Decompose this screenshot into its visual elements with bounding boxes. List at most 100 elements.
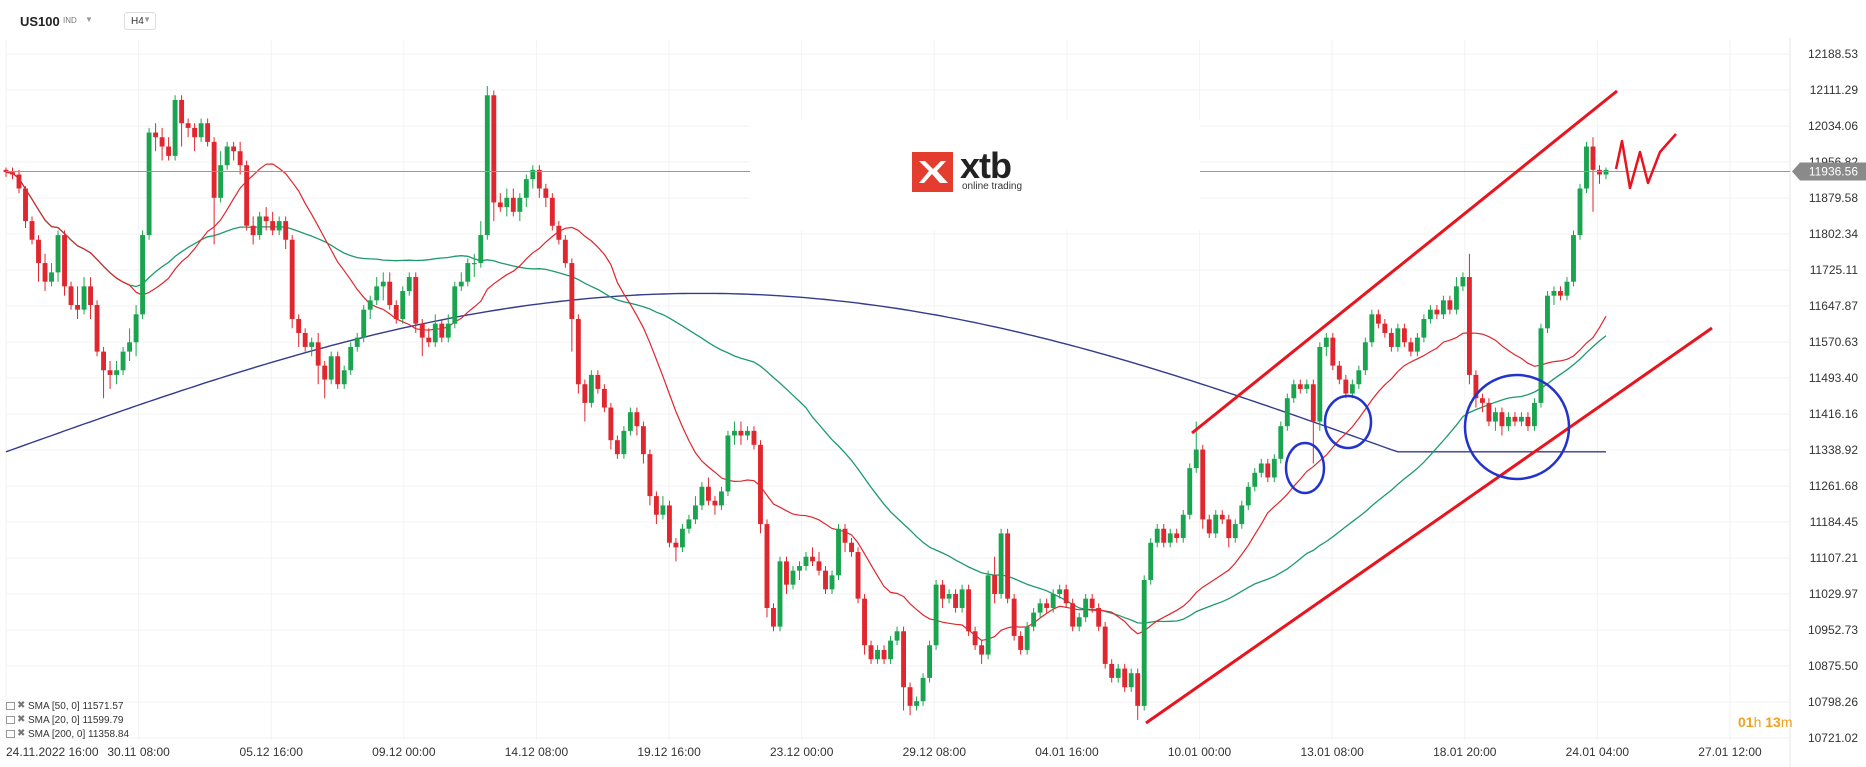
candle <box>699 482 705 511</box>
candle-body <box>328 356 334 380</box>
candle-body <box>1492 412 1498 422</box>
y-tick-label: 12188.53 <box>1808 47 1858 61</box>
candle <box>953 589 959 613</box>
candle-body <box>679 528 685 548</box>
candle <box>1128 668 1134 692</box>
candle <box>569 258 575 352</box>
candle-body <box>601 388 607 408</box>
candle-body <box>1538 328 1544 403</box>
x-tick-label: 10.01 00:00 <box>1168 745 1232 759</box>
candle-body <box>771 607 776 627</box>
candle <box>302 328 308 352</box>
candle <box>341 365 347 389</box>
candle <box>237 141 243 175</box>
candle <box>42 253 48 292</box>
candle-body <box>933 584 939 646</box>
settings-icon[interactable] <box>6 716 15 724</box>
candle-body <box>875 649 880 660</box>
chevron-down-icon: ▼ <box>143 15 151 24</box>
candle-body <box>1532 402 1537 427</box>
legend-sma50[interactable]: ✖ SMA [50, 0] 11571.57 <box>6 700 129 714</box>
candle-body <box>998 533 1004 594</box>
candle-body <box>862 598 867 646</box>
candle-body <box>166 146 172 156</box>
close-icon[interactable]: ✖ <box>17 714 26 725</box>
y-tick-label: 12034.06 <box>1808 119 1858 133</box>
candle-body <box>803 556 809 567</box>
timeframe-selector[interactable]: H4 ▼ <box>124 12 156 30</box>
candle-body <box>614 440 620 455</box>
y-tick-label: 10798.26 <box>1808 695 1858 709</box>
candle-body <box>1434 309 1440 315</box>
candle-body <box>1291 384 1297 399</box>
symbol-label[interactable]: US100 <box>20 14 60 29</box>
candle-body <box>1245 486 1251 506</box>
candle-body <box>68 286 74 306</box>
candle <box>1063 584 1069 608</box>
candle <box>1135 668 1141 720</box>
candle-body <box>556 225 562 240</box>
candle-body <box>758 444 763 525</box>
candle <box>309 337 315 357</box>
candle <box>907 682 913 716</box>
candle-body <box>816 561 822 571</box>
candle-body <box>634 412 640 427</box>
candle <box>1226 514 1232 548</box>
legend-sma200[interactable]: ✖ SMA [200, 0] 11358.84 <box>6 728 129 742</box>
candle <box>497 193 503 212</box>
candle <box>758 440 763 534</box>
candle-body <box>764 524 770 608</box>
candle-body <box>140 235 146 315</box>
highlight-circle <box>1284 441 1326 495</box>
candle-body <box>1076 617 1082 627</box>
candle-body <box>1206 519 1212 534</box>
candle <box>1258 458 1264 478</box>
candle <box>218 151 224 203</box>
candle <box>992 556 998 604</box>
candle-body <box>1011 598 1017 636</box>
candle <box>1466 253 1472 385</box>
candle <box>1076 612 1082 632</box>
candle-body <box>888 640 893 660</box>
candle-body <box>1440 300 1446 315</box>
candle-body <box>231 146 237 152</box>
candle <box>901 626 906 711</box>
candle <box>185 118 191 138</box>
logo-tagline: online trading <box>962 181 1023 192</box>
candle-body <box>1070 603 1076 627</box>
settings-icon[interactable] <box>6 702 15 710</box>
candle-body <box>23 188 28 222</box>
candle <box>179 95 185 147</box>
y-tick-label: 11879.58 <box>1809 191 1858 205</box>
candle-body <box>582 384 588 403</box>
close-icon[interactable]: ✖ <box>17 728 26 739</box>
timer-minutes-unit: m <box>1780 714 1793 730</box>
candle <box>751 426 757 450</box>
candle <box>1519 412 1524 427</box>
candle-body <box>387 281 393 306</box>
candle-body <box>829 575 835 590</box>
candle <box>1252 468 1258 492</box>
candle-body <box>224 146 230 166</box>
candle-body <box>1388 332 1394 347</box>
settings-icon[interactable] <box>6 730 15 738</box>
x-tick-label: 04.01 16:00 <box>1035 745 1099 759</box>
legend-sma20[interactable]: ✖ SMA [20, 0] 11599.79 <box>6 714 129 728</box>
candle-body <box>445 323 451 338</box>
y-tick-label: 11725.11 <box>1810 263 1859 277</box>
candle <box>966 584 972 636</box>
candle <box>1382 318 1388 338</box>
close-icon[interactable]: ✖ <box>17 700 26 711</box>
candle-body <box>523 179 529 198</box>
candle-body <box>1453 286 1459 310</box>
x-tick-label: 14.12 08:00 <box>505 745 569 759</box>
candle <box>920 673 926 706</box>
candle-body <box>920 677 926 702</box>
candle <box>10 167 15 180</box>
timer-hours-unit: h <box>1753 714 1762 730</box>
candle-body <box>1044 603 1050 608</box>
chevron-down-icon[interactable]: ▼ <box>85 15 93 24</box>
candle-body <box>1200 449 1206 520</box>
candle-body <box>55 235 61 273</box>
